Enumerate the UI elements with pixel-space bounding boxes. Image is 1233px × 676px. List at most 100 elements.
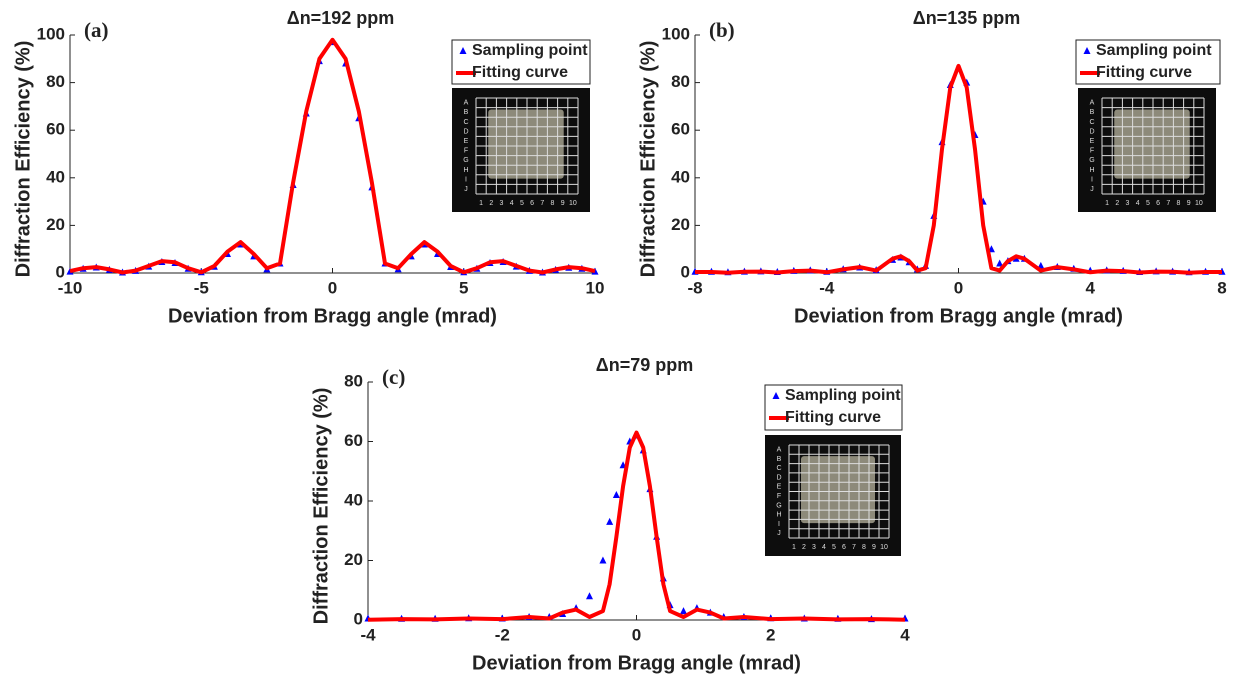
y-tick-label: 40 xyxy=(344,490,363,509)
inset-col-label: 9 xyxy=(872,544,876,551)
inset-col-label: 7 xyxy=(852,544,856,551)
legend-marker xyxy=(459,47,467,54)
inset-col-label: 7 xyxy=(1166,200,1170,207)
inset-row-label: B xyxy=(464,109,469,116)
inset-row-label: C xyxy=(463,119,468,126)
y-tick-label: 80 xyxy=(671,72,690,91)
inset-row-label: C xyxy=(1089,119,1094,126)
inset-col-label: 10 xyxy=(1195,200,1203,207)
inset-col-label: 1 xyxy=(792,544,796,551)
inset-row-label: D xyxy=(776,474,781,481)
inset-col-label: 4 xyxy=(510,200,514,207)
x-tick-label: -10 xyxy=(58,278,83,297)
x-tick-label: 10 xyxy=(586,278,605,297)
inset-col-label: 3 xyxy=(812,544,816,551)
x-tick-label: 0 xyxy=(954,278,963,297)
sampling-point xyxy=(612,491,620,499)
inset-col-label: 6 xyxy=(1156,200,1160,207)
x-tick-label: -5 xyxy=(194,278,209,297)
inset-col-label: 10 xyxy=(569,200,577,207)
inset-row-label: E xyxy=(464,138,469,145)
sampling-point xyxy=(599,556,607,564)
inset-row-label: A xyxy=(777,446,782,453)
inset-row-label: H xyxy=(463,167,468,174)
inset-row-label: J xyxy=(777,530,781,537)
fitting-curve xyxy=(367,430,906,622)
inset-col-label: 2 xyxy=(489,200,493,207)
inset-row-label: H xyxy=(776,512,781,519)
y-axis-label: Diffraction Efficiency (%) xyxy=(310,388,332,625)
sampling-point xyxy=(586,592,594,600)
inset-row-label: G xyxy=(776,502,781,509)
inset-col-label: 8 xyxy=(1177,200,1181,207)
y-tick-label: 80 xyxy=(344,371,363,390)
legend-label: Fitting curve xyxy=(472,64,568,81)
legend-label: Sampling point xyxy=(1096,42,1212,59)
inset-row-label: B xyxy=(777,456,782,463)
legend-box xyxy=(764,384,903,431)
y-tick-label: 100 xyxy=(662,24,690,43)
sample-film xyxy=(488,109,564,179)
inset-col-label: 1 xyxy=(479,200,483,207)
inset-row-label: C xyxy=(776,465,781,472)
y-tick-label: 0 xyxy=(681,262,690,281)
inset-col-label: 5 xyxy=(1146,200,1150,207)
inset-col-label: 9 xyxy=(561,200,565,207)
chart-title: Δn=135 ppm xyxy=(913,8,1020,28)
x-tick-label: -4 xyxy=(360,625,376,644)
inset-col-label: 3 xyxy=(1126,200,1130,207)
y-tick-label: 0 xyxy=(56,262,65,281)
inset-row-label: D xyxy=(1089,128,1094,135)
inset-col-label: 4 xyxy=(1136,200,1140,207)
legend-box xyxy=(1075,39,1221,85)
sample-film xyxy=(801,456,875,524)
y-tick-label: 20 xyxy=(671,215,690,234)
legend-marker xyxy=(772,392,780,399)
inset-col-label: 5 xyxy=(832,544,836,551)
fitting-curve xyxy=(695,63,1222,275)
chart-title: Δn=79 ppm xyxy=(596,355,693,375)
legend-label: Sampling point xyxy=(472,42,588,59)
y-tick-label: 40 xyxy=(46,167,65,186)
inset-row-label: I xyxy=(1091,176,1093,183)
x-tick-label: 4 xyxy=(900,625,910,644)
inset-row-label: H xyxy=(1089,167,1094,174)
inset-col-label: 5 xyxy=(520,200,524,207)
inset-col-label: 1 xyxy=(1105,200,1109,207)
sampling-point xyxy=(996,259,1004,267)
x-tick-label: -2 xyxy=(495,625,510,644)
chart-title: Δn=192 ppm xyxy=(287,8,394,28)
fitting-curve xyxy=(69,37,596,275)
inset-col-label: 2 xyxy=(1115,200,1119,207)
inset-col-label: 6 xyxy=(530,200,534,207)
inset-col-label: 2 xyxy=(802,544,806,551)
inset-row-label: J xyxy=(1090,186,1094,193)
inset-row-label: A xyxy=(1090,100,1095,107)
inset-row-label: E xyxy=(777,484,782,491)
legend-label: Fitting curve xyxy=(1096,64,1192,81)
x-axis-label: Deviation from Bragg angle (mrad) xyxy=(472,652,801,674)
x-axis-label: Deviation from Bragg angle (mrad) xyxy=(794,305,1123,327)
x-tick-label: -8 xyxy=(687,278,702,297)
inset-row-label: G xyxy=(1089,157,1094,164)
inset-col-label: 10 xyxy=(880,544,888,551)
x-tick-label: 8 xyxy=(1217,278,1226,297)
y-tick-label: 60 xyxy=(46,120,65,139)
x-tick-label: 2 xyxy=(766,625,775,644)
y-tick-label: 100 xyxy=(37,24,65,43)
x-tick-label: 4 xyxy=(1086,278,1096,297)
panel-label: (a) xyxy=(84,18,109,42)
legend-label: Fitting curve xyxy=(785,409,881,426)
inset-row-label: F xyxy=(1090,148,1094,155)
inset-row-label: A xyxy=(464,100,469,107)
x-tick-label: 5 xyxy=(459,278,468,297)
panel-label: (b) xyxy=(709,18,735,42)
legend-label: Sampling point xyxy=(785,387,901,404)
panel-label: (c) xyxy=(382,365,405,389)
x-tick-label: 0 xyxy=(328,278,337,297)
inset-col-label: 8 xyxy=(551,200,555,207)
inset-row-label: I xyxy=(778,521,780,528)
inset-col-label: 7 xyxy=(540,200,544,207)
inset-row-label: B xyxy=(1090,109,1095,116)
